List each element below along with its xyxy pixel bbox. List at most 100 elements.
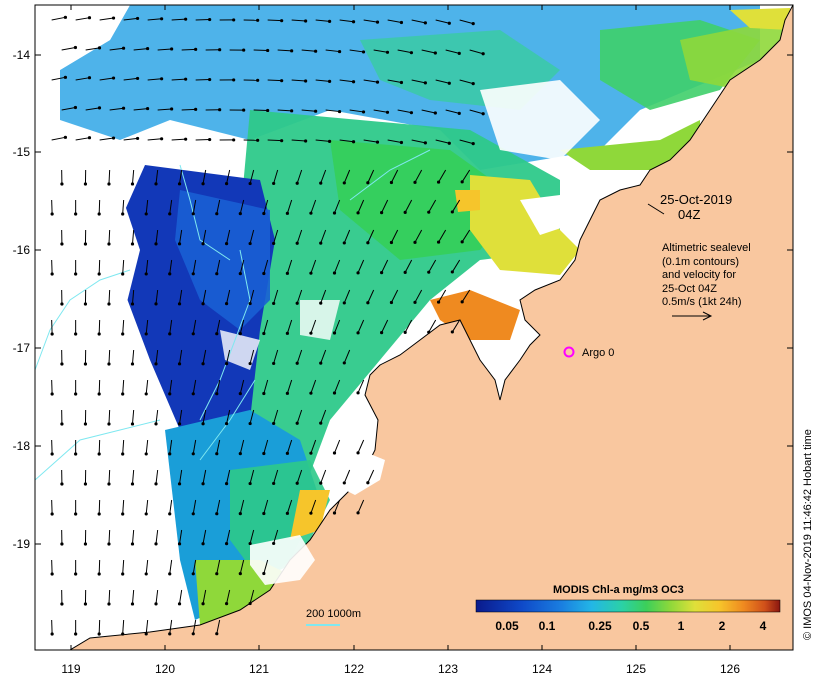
colorbar-tick-label: 1	[678, 619, 685, 633]
velocity-arrow	[147, 17, 164, 21]
velocity-arrow	[272, 289, 279, 306]
x-tick-label: 126	[720, 662, 740, 676]
velocity-arrow	[83, 409, 88, 426]
velocity-arrow	[342, 169, 351, 185]
velocity-arrow	[50, 199, 54, 216]
velocity-arrow	[130, 469, 135, 486]
velocity-arrow	[121, 439, 125, 456]
velocity-arrow	[435, 79, 451, 85]
velocity-arrow	[267, 79, 284, 83]
velocity-arrow	[248, 529, 255, 546]
velocity-arrow	[177, 169, 183, 186]
velocity-arrow	[309, 199, 317, 215]
velocity-arrow	[295, 349, 303, 365]
velocity-arrow	[144, 619, 149, 636]
velocity-arrow	[97, 199, 101, 216]
colorbar-tick-label: 0.25	[588, 619, 612, 633]
velocity-arrow	[219, 78, 236, 82]
velocity-arrow	[171, 137, 188, 141]
x-tick-label: 122	[344, 662, 364, 676]
velocity-arrow	[309, 319, 317, 335]
velocity-arrow	[224, 169, 231, 186]
velocity-arrow	[272, 409, 279, 426]
velocity-arrow	[74, 559, 78, 576]
velocity-arrow	[75, 136, 92, 141]
velocity-arrow	[215, 619, 221, 636]
velocity-arrow	[121, 259, 125, 276]
velocity-arrow	[50, 499, 54, 516]
velocity-arrow	[147, 137, 164, 141]
velocity-arrow	[191, 379, 197, 396]
velocity-arrow	[109, 46, 126, 51]
velocity-arrow	[215, 439, 221, 456]
velocity-arrow	[403, 319, 413, 335]
velocity-arrow	[60, 469, 64, 486]
velocity-legend: Altimetric sealevel (0.1m contours) and …	[662, 242, 751, 321]
velocity-arrow	[215, 559, 221, 576]
velocity-arrow	[177, 289, 183, 306]
velocity-arrow	[224, 289, 231, 306]
y-tick-label: -18	[13, 439, 31, 453]
velocity-arrow	[460, 289, 471, 304]
velocity-arrow	[130, 169, 135, 186]
velocity-arrow	[74, 619, 78, 636]
velocity-arrow	[285, 199, 293, 215]
velocity-arrow	[157, 47, 174, 51]
velocity-arrow	[74, 439, 78, 456]
velocity-arrow	[277, 109, 294, 113]
velocity-arrow	[342, 349, 351, 365]
velocity-arrow	[219, 18, 236, 22]
velocity-arrow	[121, 499, 125, 516]
velocity-arrow	[262, 439, 269, 456]
velocity-arrow	[238, 199, 245, 216]
velocity-arrow	[356, 319, 365, 335]
velocity-arrow	[342, 289, 351, 305]
velocity-arrow	[154, 349, 159, 366]
velocity-arrow	[238, 499, 245, 516]
velocity-arrow	[107, 409, 111, 426]
velocity-arrow	[224, 589, 231, 606]
velocity-arrow	[248, 409, 255, 426]
velocity-arrow	[262, 559, 269, 576]
velocity-arrow	[459, 139, 475, 146]
velocity-arrow	[144, 199, 149, 216]
velocity-arrow	[366, 469, 375, 485]
velocity-arrow	[319, 409, 327, 425]
velocity-arrow	[97, 259, 101, 276]
velocity-arrow	[380, 259, 389, 275]
velocity-arrow	[97, 379, 101, 396]
velocity-arrow	[83, 289, 88, 306]
velocity-arrow	[380, 199, 389, 215]
velocity-arrow	[248, 229, 255, 246]
velocity-arrow	[195, 17, 212, 22]
velocity-arrow	[469, 109, 485, 116]
velocity-arrow	[215, 319, 221, 336]
legend-line-3: and velocity for	[662, 269, 736, 281]
velocity-arrow	[436, 229, 447, 244]
velocity-arrow	[411, 79, 427, 85]
velocity-arrow	[60, 589, 64, 606]
velocity-arrow	[107, 289, 111, 306]
velocity-arrow	[373, 49, 390, 54]
legend-line-1: Altimetric sealevel	[662, 242, 751, 254]
velocity-arrow	[154, 229, 159, 246]
sealevel-contours	[35, 149, 431, 481]
legend-arrow-head	[702, 311, 713, 321]
y-tick-label: -15	[13, 145, 31, 159]
velocity-arrow	[366, 169, 375, 185]
velocity-arrow	[356, 259, 365, 275]
velocity-arrow	[130, 529, 135, 546]
velocity-arrow	[177, 349, 183, 366]
velocity-arrow	[154, 469, 159, 486]
velocity-arrow	[253, 48, 270, 53]
x-tick-label: 123	[438, 662, 458, 676]
velocity-arrow	[349, 109, 366, 114]
velocity-arrow	[157, 107, 174, 111]
velocity-arrow	[50, 259, 54, 276]
velocity-arrow	[356, 499, 365, 515]
velocity-arrow	[195, 137, 212, 142]
velocity-arrow	[427, 319, 437, 334]
velocity-arrow	[450, 319, 461, 334]
velocity-arrow	[411, 19, 427, 25]
velocity-arrow	[168, 559, 173, 576]
